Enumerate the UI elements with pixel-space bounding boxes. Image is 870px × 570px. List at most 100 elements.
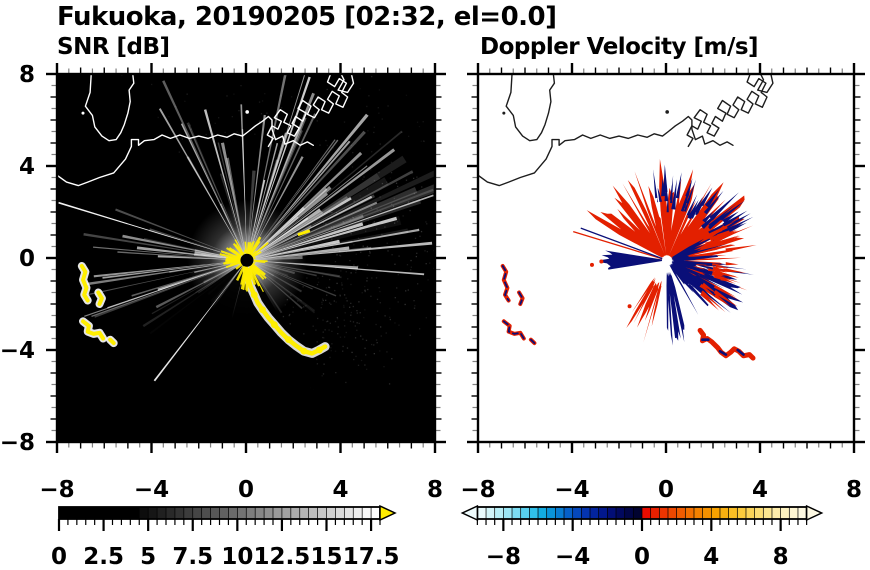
- speckle: [175, 105, 177, 108]
- coastline-islet: [245, 110, 249, 114]
- doppler-colorbar: −8 −4 0 4 8: [460, 504, 824, 570]
- speckle: [344, 325, 346, 327]
- speckle: [331, 211, 333, 214]
- speckle: [355, 269, 357, 272]
- speckle: [364, 364, 366, 366]
- speckle: [282, 315, 285, 318]
- ray: [652, 166, 667, 255]
- shadow-wedge: [201, 260, 352, 442]
- speckle: [358, 322, 360, 325]
- speckle: [394, 263, 396, 265]
- speckle: [297, 300, 299, 302]
- plot-border: [55, 72, 437, 444]
- colorbar-segment: [228, 506, 239, 520]
- colorbar-segment: [520, 506, 531, 520]
- colorbar-segment: [263, 506, 274, 520]
- speckle: [321, 298, 324, 300]
- speckle: [350, 311, 353, 314]
- speckle: [343, 294, 346, 296]
- colorbar-segment: [710, 506, 721, 520]
- speckle: [316, 120, 318, 122]
- speckle: [357, 265, 359, 267]
- speckle: [258, 120, 261, 123]
- speckle: [339, 295, 341, 297]
- speckle: [360, 335, 362, 337]
- speckle: [383, 365, 385, 368]
- speckle: [380, 210, 382, 212]
- speckle: [373, 344, 375, 346]
- doppler-colorbar-label: 0: [634, 544, 650, 570]
- speckle: [365, 368, 368, 370]
- speckle: [418, 125, 421, 128]
- x-tick-label: 0: [238, 477, 254, 503]
- speckle: [343, 222, 345, 224]
- speckle: [286, 112, 289, 115]
- coastline-shore: [478, 115, 734, 187]
- navy-top-spikes: [709, 197, 734, 221]
- speckle: [331, 343, 333, 345]
- speckle: [366, 143, 368, 145]
- colorbar-segment: [580, 506, 591, 520]
- colorbar-segment: [494, 506, 505, 520]
- navy-top-spikes: [702, 211, 714, 223]
- colorbar-segment: [236, 506, 247, 520]
- speckle: [321, 301, 323, 303]
- colorbar-segment: [598, 506, 609, 520]
- speckle: [205, 71, 206, 72]
- center-spike: [244, 241, 248, 255]
- colorbar-segment: [797, 506, 808, 520]
- speckle: [420, 140, 423, 142]
- speckle: [379, 143, 381, 145]
- west-wedge: [599, 250, 667, 270]
- speckle: [370, 151, 373, 153]
- colorbar-segment: [147, 506, 158, 520]
- speckle: [336, 316, 339, 319]
- red-fringe-spikes: [712, 266, 727, 271]
- y-tick-label: 8: [19, 62, 35, 88]
- colorbar-segment: [485, 506, 496, 520]
- speckle: [389, 307, 391, 310]
- speckle: [238, 109, 240, 112]
- colorbar-segment: [174, 506, 185, 520]
- colorbar-segment: [771, 506, 782, 520]
- speckle: [396, 241, 398, 243]
- navy-top-spikes: [686, 194, 698, 216]
- speckle: [370, 207, 372, 209]
- speckle: [330, 350, 332, 352]
- speckle: [364, 289, 366, 291]
- colorbar-segment: [299, 506, 310, 520]
- navy-top-spikes: [686, 179, 696, 204]
- x-tick-label: 0: [658, 477, 674, 503]
- speckle: [281, 42, 282, 43]
- colorbar-segment: [201, 506, 212, 520]
- navy-top-spikes: [726, 217, 745, 229]
- speckle: [389, 318, 392, 321]
- radar-site-hole: [661, 255, 672, 266]
- red-fringe-spikes: [712, 263, 724, 266]
- speckle: [391, 254, 393, 256]
- navy-top-spikes: [708, 203, 737, 227]
- navy-top-spikes: [685, 179, 693, 197]
- snr-colorbar-label: 17.5: [343, 544, 400, 570]
- center-spike: [238, 261, 242, 266]
- navy-top-spikes: [671, 191, 676, 210]
- speckle: [325, 139, 327, 142]
- colorbar-segment: [537, 506, 548, 520]
- speckle: [313, 104, 315, 106]
- coastline-island: [505, 74, 556, 142]
- speckle: [389, 177, 392, 179]
- coastline-corner: [337, 74, 355, 94]
- speckle: [380, 326, 382, 328]
- colorbar-segment: [245, 506, 256, 520]
- speckle: [330, 347, 332, 349]
- speckle: [335, 267, 337, 269]
- speckle: [328, 286, 330, 288]
- speckle: [280, 107, 283, 109]
- speckle: [298, 62, 299, 63]
- center-spike: [232, 242, 243, 255]
- center-spike: [253, 260, 266, 264]
- colorbar-segment: [76, 506, 87, 520]
- thin-ray: [580, 227, 668, 261]
- thin-ray: [573, 231, 668, 261]
